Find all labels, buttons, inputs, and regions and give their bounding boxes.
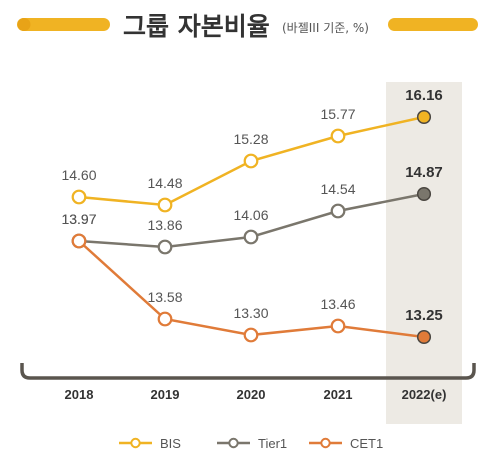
chart-subtitle: (바젤III 기준, %) xyxy=(282,21,369,35)
x-tick-2018: 2018 xyxy=(65,387,94,402)
legend-swatch-marker-bis xyxy=(130,437,141,449)
data-label-bis-2021: 15.77 xyxy=(320,106,355,122)
x-axis: 2018 2019 2020 2021 2022(e) xyxy=(65,387,447,402)
data-point-bis-2021 xyxy=(330,128,346,144)
legend-swatch-marker-cet1 xyxy=(320,437,331,449)
data-point-tier1-2021 xyxy=(330,203,346,219)
legend-swatch-marker-tier1 xyxy=(228,437,239,449)
highlight-band-2022 xyxy=(386,82,462,424)
data-label-cet1-2018: 13.97 xyxy=(61,211,96,227)
chart-title: 그룹 자본비율 xyxy=(123,12,270,41)
legend-item-cet1: CET1 xyxy=(309,436,383,451)
data-label-tier1-2022(e): 14.87 xyxy=(405,164,443,181)
data-point-tier1-2020 xyxy=(243,229,259,245)
data-label-bis-2018: 14.60 xyxy=(61,167,96,183)
data-label-tier1-2021: 14.54 xyxy=(320,181,355,197)
data-label-bis-2020: 15.28 xyxy=(233,131,268,147)
data-label-tier1-2019: 13.86 xyxy=(147,217,182,233)
x-axis-bracket xyxy=(20,363,476,380)
data-label-cet1-2019: 13.58 xyxy=(147,289,182,305)
data-label-tier1-2018: 13.97 xyxy=(61,211,96,227)
data-label-cet1-2021: 13.46 xyxy=(320,296,355,312)
data-label-tier1-2020: 14.06 xyxy=(233,207,268,223)
data-point-bis-2022(e) xyxy=(416,109,432,125)
label-layer: 14.60 14.48 15.28 15.77 16.16 13.97 13.86 14.06… xyxy=(61,87,442,324)
series-line-cet1 xyxy=(78,240,425,339)
data-point-bis-2018 xyxy=(71,189,87,205)
x-tick-2020: 2020 xyxy=(237,387,266,402)
legend-item-bis: BIS xyxy=(119,436,181,451)
data-label-bis-2022(e): 16.16 xyxy=(405,87,443,104)
legend-label-tier1: Tier1 xyxy=(258,436,287,451)
data-point-tier1-2022(e) xyxy=(416,186,432,202)
legend-label-cet1: CET1 xyxy=(350,436,383,451)
data-point-bis-2019 xyxy=(157,197,173,213)
x-tick-2021: 2021 xyxy=(324,387,353,402)
x-tick-2022(e): 2022(e) xyxy=(402,387,447,402)
data-point-cet1-2018 xyxy=(71,233,87,249)
series-layer xyxy=(71,109,432,345)
title-decoration-right xyxy=(388,18,478,31)
data-point-cet1-2020 xyxy=(243,327,259,343)
x-tick-2019: 2019 xyxy=(151,387,180,402)
data-label-cet1-2020: 13.30 xyxy=(233,305,268,321)
data-point-bis-2020 xyxy=(243,153,259,169)
data-point-tier1-2019 xyxy=(157,239,173,255)
legend-label-bis: BIS xyxy=(160,436,181,451)
series-cet1 xyxy=(71,233,432,345)
data-label-cet1-2022(e): 13.25 xyxy=(405,307,443,324)
legend: BIS Tier1 CET1 xyxy=(119,436,383,451)
data-point-cet1-2021 xyxy=(330,318,346,334)
series-bis xyxy=(71,109,432,213)
data-point-cet1-2019 xyxy=(157,311,173,327)
data-point-cet1-2022(e) xyxy=(416,329,432,345)
title-decoration-left xyxy=(17,18,110,31)
legend-item-tier1: Tier1 xyxy=(217,436,287,451)
data-label-bis-2019: 14.48 xyxy=(147,175,182,191)
